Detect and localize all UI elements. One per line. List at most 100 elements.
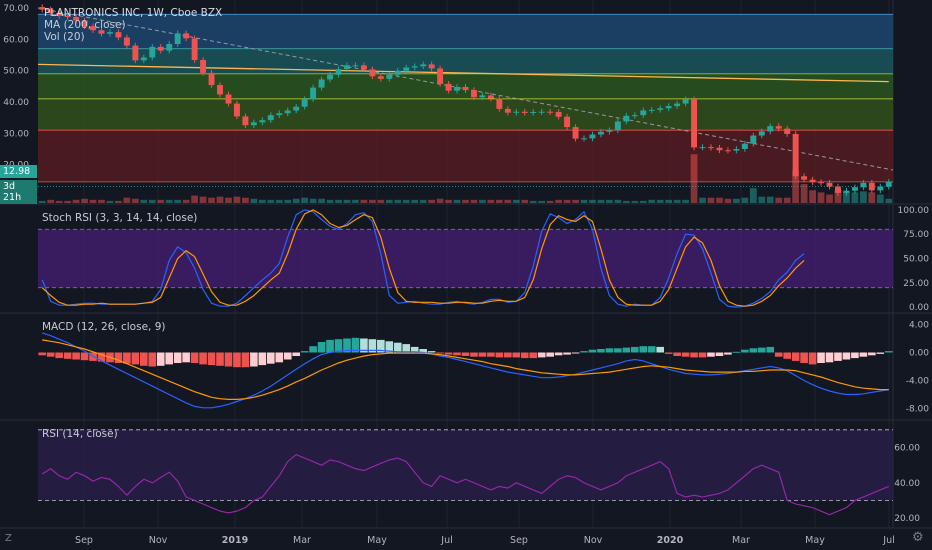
macd-histogram-bar bbox=[884, 351, 893, 353]
volume-bar bbox=[622, 200, 630, 203]
volume-bar bbox=[682, 199, 689, 203]
candle-body bbox=[149, 46, 156, 58]
macd-histogram-bar bbox=[707, 352, 715, 357]
candle-body bbox=[327, 74, 334, 80]
volume-bar bbox=[699, 197, 706, 203]
candle-body bbox=[809, 179, 816, 183]
volume-bar bbox=[182, 199, 190, 203]
volume-bar bbox=[521, 199, 529, 203]
macd-histogram-bar bbox=[512, 352, 521, 358]
macd-histogram-bar bbox=[622, 347, 631, 353]
rsi-band bbox=[38, 429, 893, 501]
candle-body bbox=[140, 57, 147, 61]
candle-body bbox=[818, 182, 825, 184]
macd-histogram-bar bbox=[114, 352, 123, 363]
volume-bar bbox=[267, 199, 275, 203]
volume-bar bbox=[538, 200, 546, 203]
macd-histogram-bar bbox=[72, 352, 80, 360]
volume-bar bbox=[89, 199, 97, 203]
ma200-line bbox=[37, 63, 889, 83]
volume-bar bbox=[250, 198, 258, 203]
candle-body bbox=[208, 72, 215, 86]
candle-body bbox=[877, 186, 884, 191]
volume-bar bbox=[275, 199, 283, 203]
rsi-tick: 20.00 bbox=[894, 514, 920, 524]
candle-body bbox=[547, 111, 554, 113]
countdown-badge: 3d 21h bbox=[0, 180, 37, 204]
volume-bar bbox=[402, 199, 410, 203]
volume-bar bbox=[749, 188, 757, 203]
volume-bar bbox=[614, 199, 622, 203]
volume-bar bbox=[360, 199, 368, 203]
rsi-tick: 60.00 bbox=[894, 444, 920, 454]
macd-histogram-bar bbox=[470, 352, 478, 357]
macd-histogram-bar bbox=[681, 352, 690, 357]
gear-icon[interactable]: ⚙ bbox=[912, 530, 924, 545]
candle-body bbox=[454, 86, 460, 91]
volume-bar bbox=[495, 199, 503, 203]
macd-histogram-bar bbox=[597, 349, 605, 353]
volume-bar bbox=[648, 199, 656, 203]
macd-histogram-bar bbox=[233, 352, 241, 368]
volume-bar bbox=[208, 197, 215, 203]
candle-body bbox=[648, 109, 655, 111]
volume-bar bbox=[38, 200, 46, 203]
macd-tick: 0.00 bbox=[909, 349, 929, 359]
candle-body bbox=[733, 149, 740, 151]
candle-body bbox=[445, 83, 452, 91]
z-button[interactable]: Z bbox=[5, 533, 12, 544]
volume-bar bbox=[555, 199, 563, 203]
candle-body bbox=[538, 111, 545, 113]
macd-histogram-bar bbox=[419, 349, 427, 353]
candle-body bbox=[775, 126, 782, 129]
macd-histogram-bar bbox=[834, 352, 842, 361]
time-tick: 2020 bbox=[657, 535, 684, 546]
macd-histogram-bar bbox=[165, 352, 174, 365]
candle-body bbox=[826, 182, 833, 187]
volume-bar bbox=[665, 199, 673, 203]
volume-bar bbox=[851, 192, 859, 203]
volume-bar bbox=[724, 198, 732, 203]
volume-bar bbox=[436, 198, 444, 203]
volume-bar bbox=[106, 200, 114, 203]
volume-bar bbox=[546, 200, 554, 203]
volume-bar bbox=[716, 197, 723, 203]
candle-body bbox=[47, 9, 54, 14]
volume-bar bbox=[165, 199, 173, 203]
macd-histogram-bar bbox=[783, 352, 791, 359]
macd-histogram-bar bbox=[546, 352, 554, 357]
volume-bar bbox=[47, 199, 55, 203]
candle-body bbox=[73, 17, 80, 21]
macd-histogram-bar bbox=[825, 352, 834, 363]
volume-bar bbox=[470, 199, 478, 203]
macd-histogram-bar bbox=[140, 352, 148, 366]
macd-histogram-bar bbox=[656, 346, 665, 353]
candle-body bbox=[174, 33, 181, 45]
volume-bar bbox=[242, 197, 249, 203]
macd-histogram-bar bbox=[283, 352, 292, 360]
macd-histogram-bar bbox=[842, 352, 851, 360]
macd-histogram-bar bbox=[741, 349, 749, 353]
candle-body bbox=[335, 69, 342, 75]
time-tick: Jul bbox=[440, 535, 452, 546]
macd-histogram-bar bbox=[461, 352, 470, 356]
volume-bar bbox=[326, 199, 334, 203]
macd-histogram-bar bbox=[410, 346, 419, 353]
candle-body bbox=[564, 116, 571, 128]
candle-body bbox=[276, 113, 283, 116]
macd-histogram-bar bbox=[343, 338, 351, 353]
candle-body bbox=[377, 76, 384, 79]
macd-histogram-bar bbox=[732, 351, 741, 353]
stoch-tick: 100.00 bbox=[898, 206, 930, 216]
volume-bar bbox=[826, 194, 833, 203]
macd-histogram-bar bbox=[224, 352, 233, 367]
volume-bar bbox=[673, 199, 681, 203]
price-tick: 50.00 bbox=[3, 67, 29, 77]
last-price-badge: 12.98 bbox=[0, 165, 37, 178]
candle-body bbox=[555, 112, 562, 117]
volume-bar bbox=[690, 154, 698, 203]
stoch-tick: 75.00 bbox=[903, 230, 929, 240]
macd-histogram-bar bbox=[817, 352, 825, 363]
macd-histogram-bar bbox=[554, 352, 563, 356]
